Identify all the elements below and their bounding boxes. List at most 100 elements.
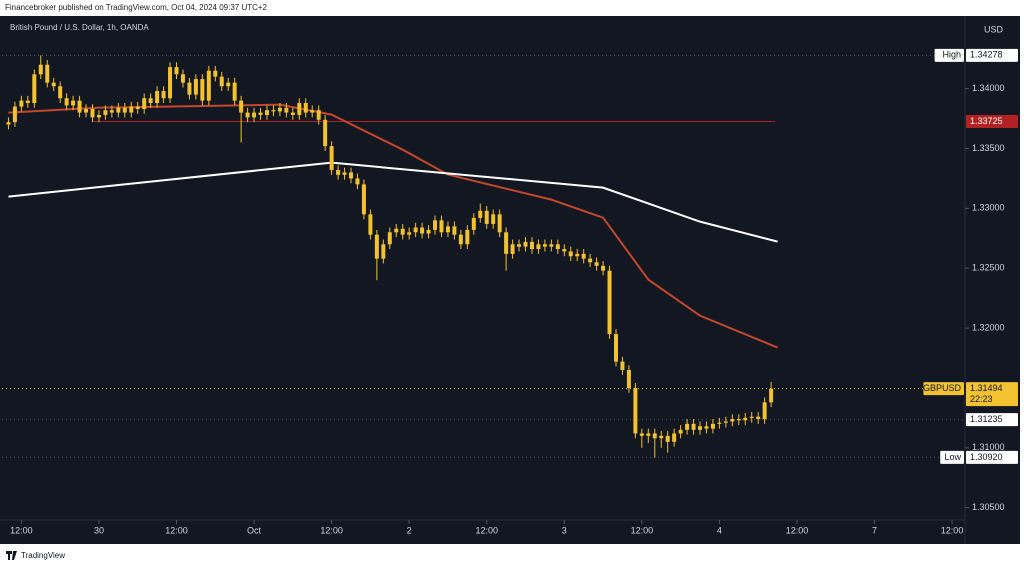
candle-body [245, 112, 250, 118]
candle-body [420, 227, 425, 234]
candle-body [180, 74, 185, 83]
candle-body [730, 419, 735, 422]
candle-body [258, 112, 263, 115]
candle-body [717, 422, 722, 424]
candle-body [122, 107, 127, 113]
candle-body [497, 214, 502, 233]
candle-body [219, 76, 224, 87]
candle-body [510, 244, 515, 254]
price-label-box [966, 382, 1018, 407]
candle-body [45, 64, 50, 83]
candle-body [588, 258, 593, 263]
candle-body [142, 98, 147, 109]
candle-body [116, 107, 121, 113]
candle-body [64, 98, 69, 106]
y-tick-label: 1.32000 [972, 322, 1005, 332]
candle-body [77, 100, 82, 113]
candle-body [769, 388, 774, 403]
y-tick-label: 1.33000 [972, 203, 1005, 213]
y-tick-label: 1.31000 [972, 442, 1005, 452]
price-label-box [966, 413, 1018, 427]
candle-body [168, 67, 173, 99]
candle-body [458, 234, 463, 245]
candle-body [297, 103, 302, 115]
candle-body [626, 369, 631, 388]
candle-body [439, 220, 444, 233]
candle-body [213, 70, 218, 77]
candle-body [529, 241, 534, 250]
candle-body [452, 226, 457, 235]
x-tick-label: 12:00 [631, 525, 654, 535]
candle-body [342, 172, 347, 175]
candle-body [575, 253, 580, 257]
candle-body [549, 244, 554, 247]
candle-body [704, 426, 709, 429]
candle-body [193, 79, 198, 95]
candle-body [25, 100, 30, 104]
x-tick-label: 4 [717, 525, 722, 535]
candle-body [6, 122, 11, 125]
y-tick-label: 1.34000 [972, 83, 1005, 93]
candle-body [103, 110, 108, 115]
candle-body [19, 100, 24, 107]
price-label: 1.31235 [970, 414, 1003, 424]
candle-body [607, 270, 612, 335]
candle-body [155, 91, 160, 104]
candle-body [743, 417, 748, 421]
candle-body [445, 226, 450, 233]
x-tick-label: 30 [94, 525, 104, 535]
candle-body [329, 146, 334, 171]
candle-body [374, 234, 379, 259]
candle-body [400, 228, 405, 235]
candle-body [394, 228, 399, 233]
candle-body [303, 103, 308, 113]
header: Financebroker published on TradingView.c… [5, 3, 268, 12]
candle-body [478, 210, 483, 218]
candle-body [465, 229, 470, 245]
candle-body [426, 229, 431, 234]
price-label-box [966, 450, 1018, 464]
x-tick-label: 12:00 [10, 525, 33, 535]
candle-body [762, 402, 767, 420]
candle-body [756, 416, 761, 420]
candle-body [109, 110, 114, 113]
candle-body [536, 244, 541, 250]
candle-body [161, 91, 166, 99]
candle-body [84, 108, 89, 113]
x-tick-label: 12:00 [165, 525, 188, 535]
x-tick-label: 7 [872, 525, 877, 535]
candle-body [174, 67, 179, 75]
price-label: 1.30920 [970, 452, 1003, 462]
candle-body [678, 429, 683, 434]
candle-body [271, 110, 276, 112]
candle-body [613, 334, 618, 362]
level-name: GBPUSD [923, 383, 962, 393]
candle-body [594, 262, 599, 266]
candle-body [562, 249, 567, 252]
price-label: 1.33725 [970, 116, 1003, 126]
candle-body [51, 82, 56, 87]
y-tick-label: 1.30500 [972, 502, 1005, 512]
candle-body [71, 100, 76, 106]
candle-body [736, 419, 741, 421]
level-name-box [934, 48, 964, 62]
candle-body [200, 79, 205, 101]
candle-body [504, 232, 509, 254]
candle-body [471, 217, 476, 230]
candle-body [659, 435, 664, 439]
price-label: 1.34278 [970, 50, 1003, 60]
x-tick-label: 3 [562, 525, 567, 535]
candle-body [129, 106, 134, 113]
price-label-box [966, 115, 1018, 129]
candle-body [148, 98, 153, 104]
candle-body [387, 232, 392, 245]
candle-body [96, 114, 101, 118]
chart-background [0, 16, 1020, 544]
candle-body [652, 433, 657, 439]
y-tick-label: 1.33500 [972, 143, 1005, 153]
candle-body [491, 214, 496, 224]
candle-body [336, 170, 341, 175]
y-tick-label: 1.32500 [972, 263, 1005, 273]
candle-body [523, 241, 528, 247]
candle-body [232, 82, 237, 101]
